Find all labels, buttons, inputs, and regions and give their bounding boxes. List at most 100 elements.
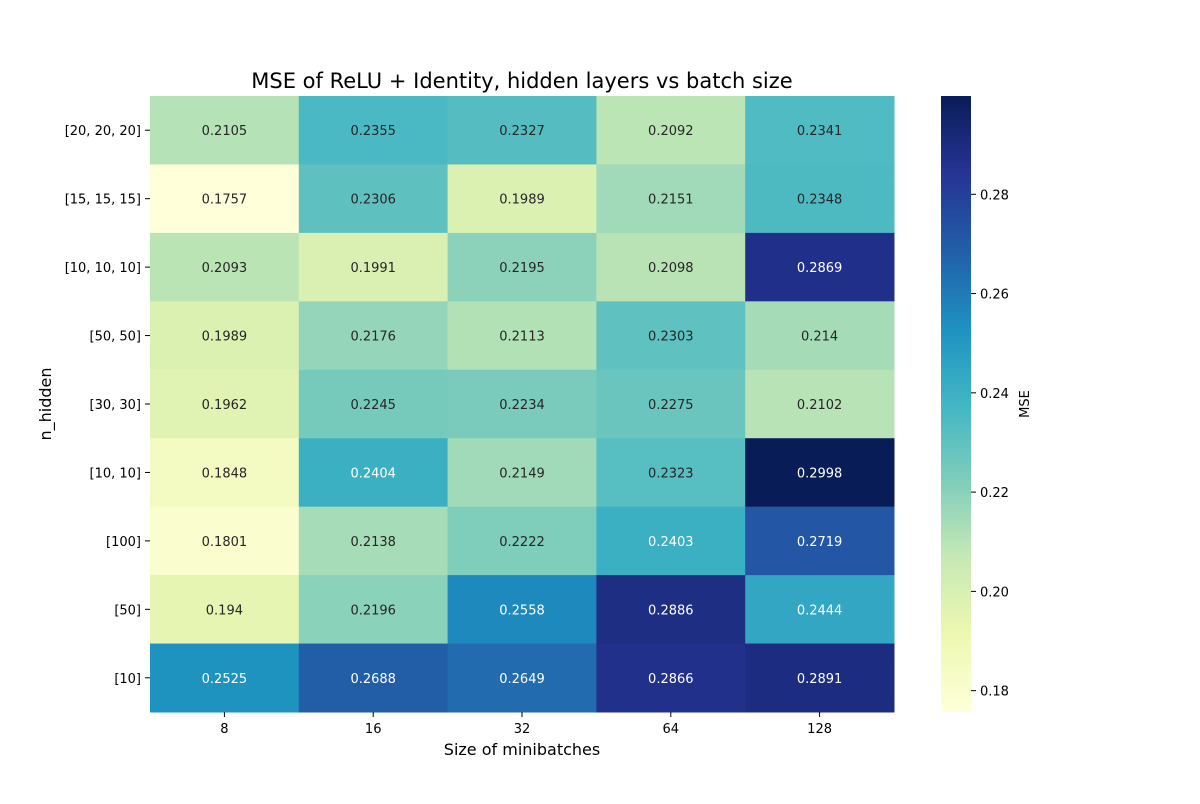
heatmap-cell: [298, 164, 449, 234]
heatmap-cell: [596, 643, 746, 713]
cell-value-label: 0.2404: [350, 466, 396, 481]
heatmap-cell: [447, 438, 597, 508]
y-tick-label: [30, 30]: [90, 398, 142, 413]
heatmap-cell: [150, 164, 300, 234]
heatmap-cell: [745, 232, 895, 302]
x-tick-label: 128: [807, 722, 832, 737]
heatmap-cell: [150, 438, 300, 508]
cell-value-label: 0.2151: [648, 193, 694, 208]
heatmap-cell: [447, 232, 597, 302]
colorbar-tick-label: 0.20: [980, 585, 1009, 600]
y-axis-label: n_hidden: [36, 367, 56, 440]
heatmap-cell: [447, 506, 597, 576]
x-axis-label: Size of minibatches: [444, 740, 600, 759]
colorbar-tick-label: 0.18: [980, 685, 1009, 700]
y-tick-label: [10, 10, 10]: [65, 261, 141, 276]
cell-value-label: 0.2891: [797, 672, 843, 687]
heatmap-cell: [150, 643, 300, 713]
cell-value-label: 0.2323: [648, 466, 694, 481]
cell-value-label: 0.2341: [797, 124, 843, 139]
heatmap-cell: [596, 369, 746, 439]
cell-value-label: 0.1989: [202, 330, 248, 345]
heatmap-cell: [447, 575, 597, 645]
heatmap-cell: [745, 438, 895, 508]
colorbar-tick-label: 0.24: [980, 387, 1009, 402]
cell-value-label: 0.1962: [202, 398, 248, 413]
cell-value-label: 0.2719: [797, 535, 843, 550]
heatmap-cell: [150, 301, 300, 371]
colorbar-tick-label: 0.26: [980, 288, 1009, 303]
cell-value-label: 0.2234: [499, 398, 545, 413]
y-tick-label: [10]: [114, 672, 141, 687]
y-tick-label: [100]: [106, 535, 141, 550]
x-tick-label: 8: [220, 722, 228, 737]
cell-value-label: 0.2306: [350, 193, 396, 208]
cell-value-label: 0.2102: [797, 398, 843, 413]
heatmap-cell: [596, 232, 746, 302]
y-tick-label: [15, 15, 15]: [65, 193, 141, 208]
colorbar-tick-label: 0.28: [980, 188, 1009, 203]
cell-value-label: 0.1848: [202, 466, 248, 481]
cell-value-label: 0.2866: [648, 672, 694, 687]
heatmap-cell: [150, 96, 300, 165]
heatmap-cell: [298, 643, 449, 713]
y-tick-label: [20, 20, 20]: [65, 124, 141, 139]
cell-value-label: 0.2098: [648, 261, 694, 276]
heatmap-cell-labels: 0.2105 0.2355 0.2327 0.2092 0.2341 0.1757 0.23…: [202, 124, 843, 687]
colorbar-gradient: [941, 96, 971, 712]
heatmap-cell: [745, 506, 895, 576]
y-axis-ticks: [20, 20, 20] [15, 15, 15] [10, 10, 10] [50,…: [65, 124, 150, 687]
cell-value-label: 0.2105: [202, 124, 248, 139]
heatmap-cell: [596, 301, 746, 371]
heatmap-cell: [596, 164, 746, 234]
cell-value-label: 0.2092: [648, 124, 694, 139]
colorbar: 0.18 0.20 0.22 0.24 0.26 0.28: [941, 96, 1009, 712]
heatmap-cell: [745, 643, 895, 713]
heatmap-cells: [150, 96, 895, 713]
cell-value-label: 0.194: [206, 603, 243, 618]
heatmap-cell: [447, 369, 597, 439]
cell-value-label: 0.2403: [648, 535, 694, 550]
heatmap-cell: [150, 232, 300, 302]
colorbar-label: MSE: [1018, 390, 1033, 418]
cell-value-label: 0.2196: [350, 603, 396, 618]
heatmap-cell: [150, 506, 300, 576]
cell-value-label: 0.2869: [797, 261, 843, 276]
y-tick-label: [50]: [114, 603, 141, 618]
heatmap-cell: [298, 369, 449, 439]
cell-value-label: 0.2093: [202, 261, 248, 276]
x-tick-label: 64: [663, 722, 680, 737]
heatmap-cell: [745, 301, 895, 371]
cell-value-label: 0.2222: [499, 535, 545, 550]
cell-value-label: 0.2245: [350, 398, 396, 413]
cell-value-label: 0.2327: [499, 124, 545, 139]
cell-value-label: 0.2558: [499, 603, 545, 618]
heatmap-cell: [298, 301, 449, 371]
heatmap-cell: [745, 164, 895, 234]
cell-value-label: 0.2176: [350, 330, 396, 345]
heatmap-cell: [298, 438, 449, 508]
heatmap-cell: [447, 643, 597, 713]
heatmap-cell: [298, 575, 449, 645]
cell-value-label: 0.1991: [350, 261, 396, 276]
cell-value-label: 0.214: [801, 330, 838, 345]
cell-value-label: 0.2688: [350, 672, 396, 687]
cell-value-label: 0.2113: [499, 330, 545, 345]
heatmap-cell: [298, 96, 449, 165]
heatmap-cell: [596, 438, 746, 508]
heatmap-cell: [596, 506, 746, 576]
heatmap-cell: [150, 369, 300, 439]
heatmap-cell: [298, 232, 449, 302]
cell-value-label: 0.2138: [350, 535, 396, 550]
y-tick-label: [10, 10]: [90, 466, 142, 481]
cell-value-label: 0.2195: [499, 261, 545, 276]
cell-value-label: 0.2998: [797, 466, 843, 481]
heatmap-cell: [447, 96, 597, 165]
heatmap-cell: [150, 575, 300, 645]
chart-title: MSE of ReLU + Identity, hidden layers vs…: [251, 69, 792, 93]
cell-value-label: 0.2886: [648, 603, 694, 618]
cell-value-label: 0.2649: [499, 672, 545, 687]
heatmap-cell: [447, 301, 597, 371]
